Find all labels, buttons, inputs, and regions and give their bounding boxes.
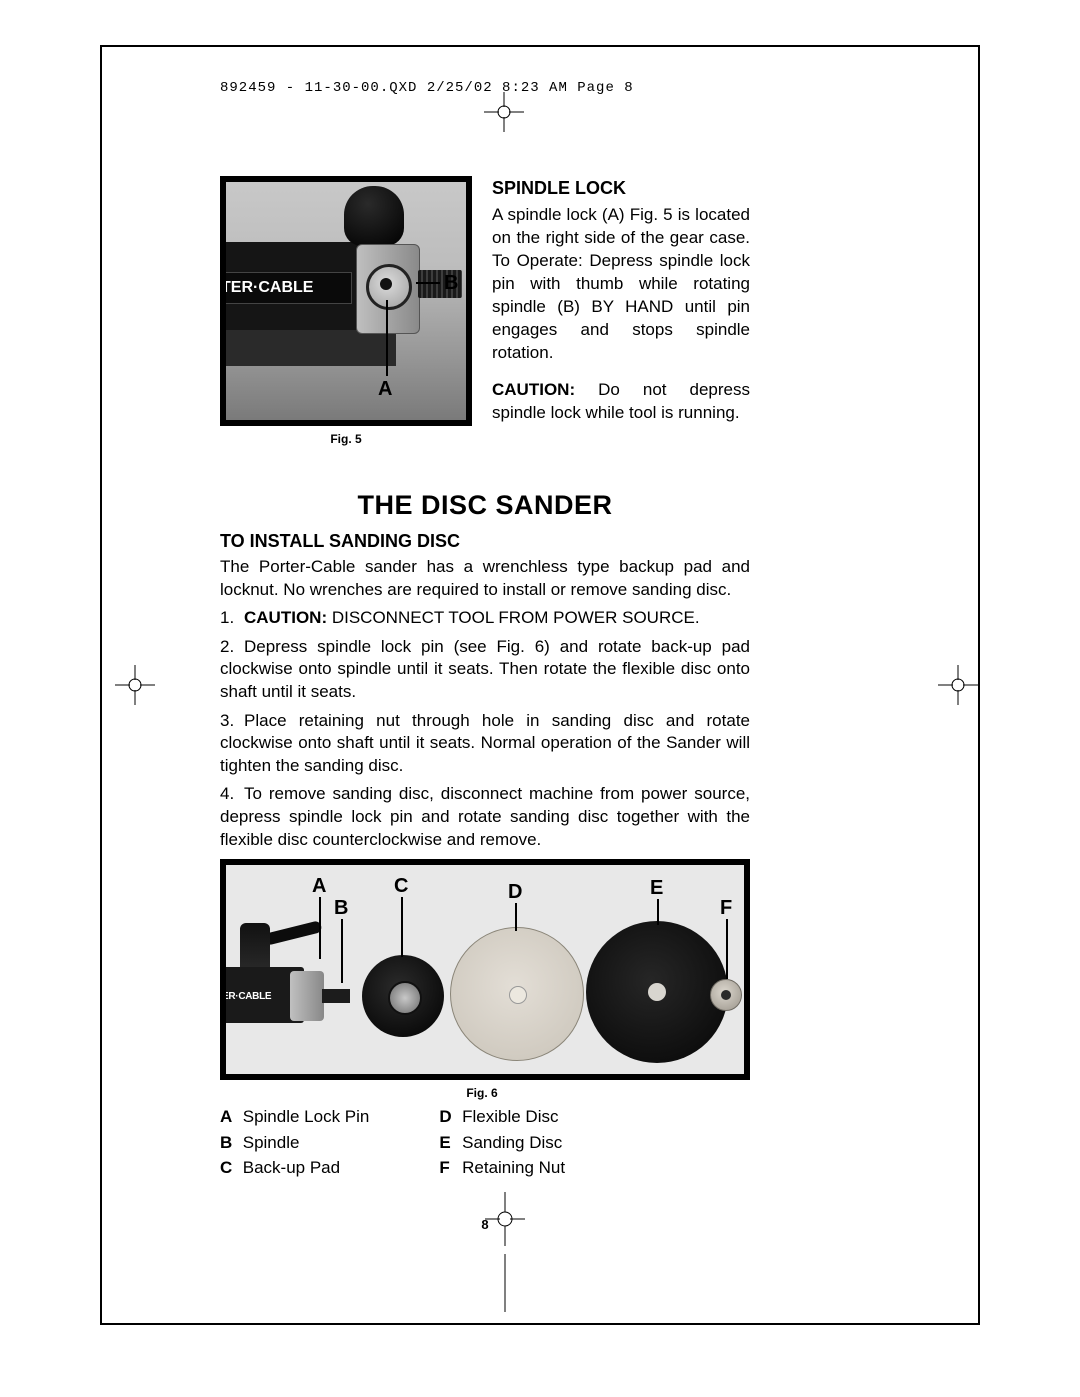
brand-label: ER·CABLE — [226, 991, 271, 1002]
callout-b: B — [444, 272, 458, 295]
spindle-caution: CAUTION: Do not depress spindle lock whi… — [492, 379, 750, 425]
intro-paragraph: The Porter-Cable sander has a wrenchless… — [220, 556, 750, 601]
callout-c: C — [394, 875, 408, 898]
figure-5-caption: Fig. 5 — [220, 432, 472, 446]
crop-mark-icon — [115, 665, 155, 705]
callout-b: B — [334, 897, 348, 920]
crop-mark-icon — [938, 665, 978, 705]
legend-item: D Flexible Disc — [439, 1104, 565, 1130]
figure-5: TER·CABLE A B Fig. 5 — [220, 176, 472, 446]
legend-item: C Back-up Pad — [220, 1155, 369, 1181]
callout-a: A — [378, 378, 392, 401]
step1-text: DISCONNECT TOOL FROM POWER SOURCE. — [327, 608, 699, 627]
legend-item: E Sanding Disc — [439, 1130, 565, 1156]
legend-item: F Retaining Nut — [439, 1155, 565, 1181]
callout-d: D — [508, 881, 522, 904]
step-2: 2.Depress spindle lock pin (see Fig. 6) … — [220, 636, 750, 704]
spindle-lock-body: A spindle lock (A) Fig. 5 is located on … — [492, 204, 750, 365]
step-3: 3.Place retaining nut through hole in sa… — [220, 710, 750, 778]
page-number: 8 — [220, 1217, 750, 1232]
callout-f: F — [720, 897, 732, 920]
step-4: 4.To remove sanding disc, disconnect mac… — [220, 783, 750, 851]
figure-6: ER·CABLE A B C D E F — [220, 859, 750, 1080]
figure-6-legend: A Spindle Lock Pin B Spindle C Back-up P… — [220, 1104, 750, 1181]
flexible-disc-icon — [450, 927, 584, 1061]
brand-label: TER·CABLE — [226, 272, 352, 304]
figure-6-caption: Fig. 6 — [220, 1086, 744, 1100]
step-1: 1.CAUTION: DISCONNECT TOOL FROM POWER SO… — [220, 607, 750, 630]
sanding-disc-icon — [586, 921, 728, 1063]
main-title: THE DISC SANDER — [220, 490, 750, 521]
install-subtitle: TO INSTALL SANDING DISC — [220, 531, 750, 552]
caution-label: CAUTION: — [492, 380, 575, 399]
legend-item: B Spindle — [220, 1130, 369, 1156]
spindle-lock-heading: SPINDLE LOCK — [492, 176, 750, 200]
retaining-nut-icon — [710, 979, 742, 1011]
legend-item: A Spindle Lock Pin — [220, 1104, 369, 1130]
callout-a: A — [312, 875, 326, 898]
header-meta: 892459 - 11-30-00.QXD 2/25/02 8:23 AM Pa… — [220, 80, 750, 96]
step1-caution-label: CAUTION: — [244, 608, 327, 627]
page-content: 892459 - 11-30-00.QXD 2/25/02 8:23 AM Pa… — [220, 80, 750, 1232]
callout-e: E — [650, 877, 663, 900]
tool-illustration: ER·CABLE — [226, 923, 338, 1023]
